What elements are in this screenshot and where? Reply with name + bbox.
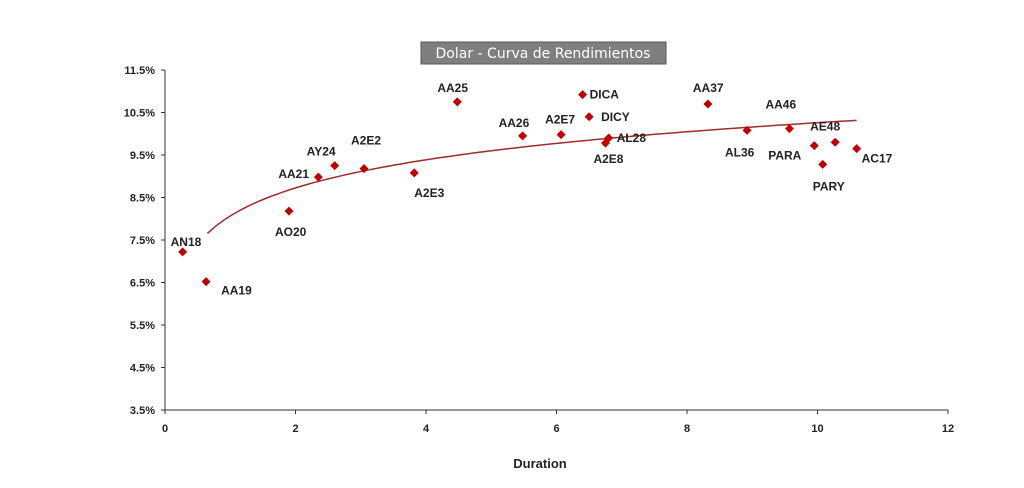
point-label-al28: AL28 bbox=[617, 131, 647, 145]
y-tick-label: 11.5% bbox=[124, 65, 155, 77]
data-point-aa26 bbox=[518, 131, 528, 141]
point-label-a2e7: A2E7 bbox=[545, 113, 575, 127]
data-point-dica bbox=[578, 90, 588, 100]
point-label-ae48: AE48 bbox=[810, 119, 840, 133]
point-labels: AN18 AA19 AO20 AA21 AY24 A2E2 A2E3 AA25 AA26 A2E7… bbox=[171, 81, 893, 298]
point-label-aa46: AA46 bbox=[765, 98, 796, 112]
point-label-al36: AL36 bbox=[725, 145, 755, 159]
data-point-aa46 bbox=[784, 124, 794, 134]
point-label-a2e2: A2E2 bbox=[351, 134, 381, 148]
point-label-ao20: AO20 bbox=[275, 225, 307, 239]
data-point-aa21 bbox=[313, 172, 323, 182]
data-points bbox=[178, 90, 862, 287]
x-tick-label: 4 bbox=[423, 423, 430, 435]
x-tick-label: 6 bbox=[553, 423, 559, 435]
data-point-aa19 bbox=[201, 277, 211, 287]
point-label-aa21: AA21 bbox=[278, 167, 309, 181]
y-tick-label: 4.5% bbox=[130, 363, 155, 375]
y-tick-label: 6.5% bbox=[130, 278, 155, 290]
x-tick-label: 10 bbox=[811, 423, 823, 435]
point-label-a2e3: A2E3 bbox=[414, 186, 444, 200]
point-label-aa25: AA25 bbox=[437, 81, 468, 95]
y-tick-label: 8.5% bbox=[130, 193, 155, 205]
point-label-ac17: AC17 bbox=[862, 152, 893, 166]
data-point-ay24 bbox=[330, 161, 340, 171]
x-axis-title: Duration bbox=[513, 456, 567, 471]
point-label-ay24: AY24 bbox=[307, 145, 336, 159]
point-label-aa26: AA26 bbox=[499, 116, 530, 130]
data-point-ae48 bbox=[830, 137, 840, 147]
data-point-al28 bbox=[604, 133, 614, 143]
y-tick-label: 5.5% bbox=[130, 320, 155, 332]
x-tick-label: 8 bbox=[684, 423, 690, 435]
data-point-pary bbox=[818, 159, 828, 169]
point-label-dicy: DICY bbox=[601, 110, 630, 124]
data-point-dicy bbox=[584, 112, 594, 122]
y-tick-label: 3.5% bbox=[130, 405, 155, 417]
data-point-ac17 bbox=[852, 144, 862, 154]
x-axis-ticks: 0 2 4 6 8 10 12 bbox=[162, 410, 954, 435]
data-point-aa25 bbox=[452, 97, 462, 107]
chart-title-text: Dolar - Curva de Rendimientos bbox=[436, 46, 651, 62]
x-tick-label: 2 bbox=[292, 423, 298, 435]
point-label-a2e8: A2E8 bbox=[593, 152, 623, 166]
point-label-aa37: AA37 bbox=[693, 81, 724, 95]
point-label-dica: DICA bbox=[590, 88, 620, 102]
x-tick-label: 0 bbox=[162, 423, 168, 435]
data-point-al36 bbox=[742, 125, 752, 135]
point-label-para: PARA bbox=[768, 149, 801, 163]
data-point-ao20 bbox=[284, 206, 294, 216]
y-tick-label: 9.5% bbox=[130, 150, 155, 162]
data-point-para bbox=[809, 141, 819, 151]
data-point-a2e7 bbox=[556, 130, 566, 140]
data-point-an18 bbox=[178, 247, 188, 257]
data-point-a2e3 bbox=[409, 168, 419, 178]
x-tick-label: 12 bbox=[942, 423, 954, 435]
point-label-aa19: AA19 bbox=[221, 284, 252, 298]
chart-title: Dolar - Curva de Rendimientos bbox=[420, 41, 667, 65]
y-tick-label: 10.5% bbox=[124, 108, 155, 120]
y-tick-label: 7.5% bbox=[130, 235, 155, 247]
data-point-a2e2 bbox=[359, 164, 369, 174]
point-label-pary: PARY bbox=[813, 179, 845, 193]
y-axis-ticks: 3.5% 4.5% 5.5% 6.5% 7.5% 8.5% 9.5% 10.5% 11.5% bbox=[124, 65, 165, 417]
point-label-an18: AN18 bbox=[171, 235, 202, 249]
data-point-aa37 bbox=[703, 99, 713, 109]
chart-title-box bbox=[420, 41, 667, 65]
